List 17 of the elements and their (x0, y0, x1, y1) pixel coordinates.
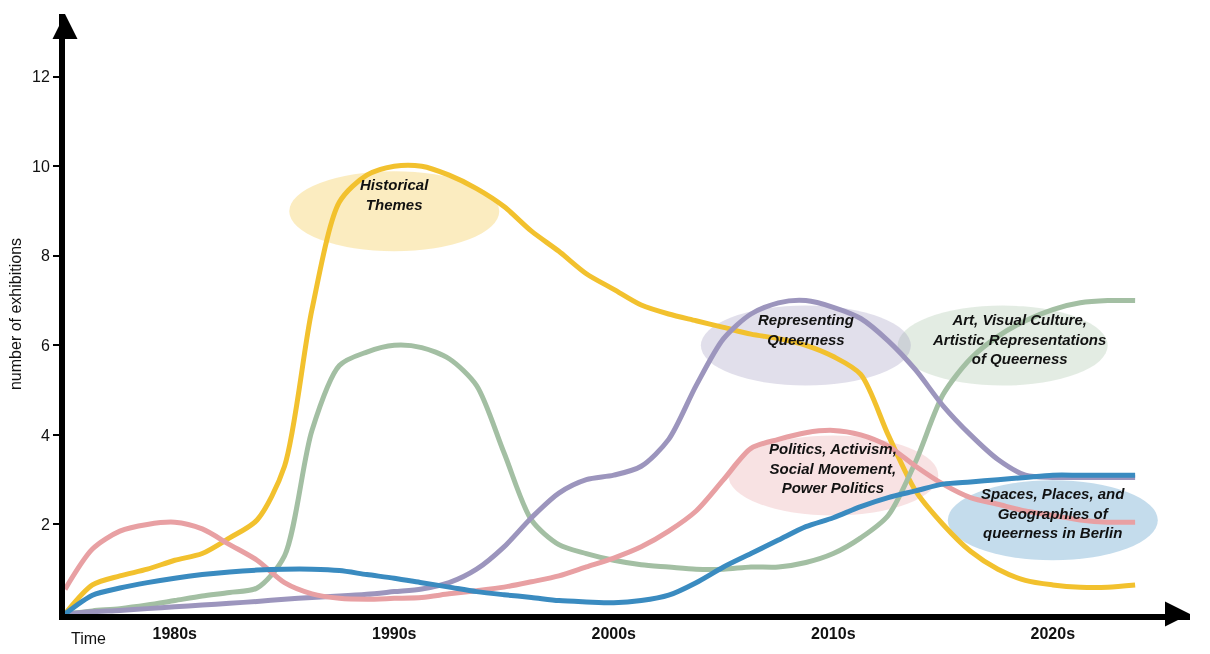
y-tick-label: 10 (32, 157, 50, 175)
y-tick-label: 2 (40, 516, 50, 534)
series-label: Politics, Activism, Social Movement, Power Politics (769, 440, 897, 496)
x-tick-label: 1980s (152, 625, 198, 643)
y-tick-label: 4 (40, 426, 50, 444)
x-tick-label: 2010s (811, 625, 856, 643)
series-label: Spaces, Places, and Geographies of queerness in Berlin (981, 485, 1126, 541)
x-tick-label: 2000s (591, 625, 637, 643)
y-tick-label: 8 (40, 247, 50, 265)
x-axis-title: Time (71, 630, 107, 647)
y-axis-title: number of exhibitions (7, 237, 25, 391)
x-tick-label: 2020s (1030, 625, 1076, 643)
series-label: Art, Visual Culture, Artistic Representations of Queerness (932, 311, 1107, 367)
series-label: Historical Themes (360, 176, 430, 213)
y-tick-label: 6 (40, 336, 50, 354)
y-tick-label: 12 (32, 68, 50, 86)
x-tick-label: 1990s (372, 625, 417, 643)
